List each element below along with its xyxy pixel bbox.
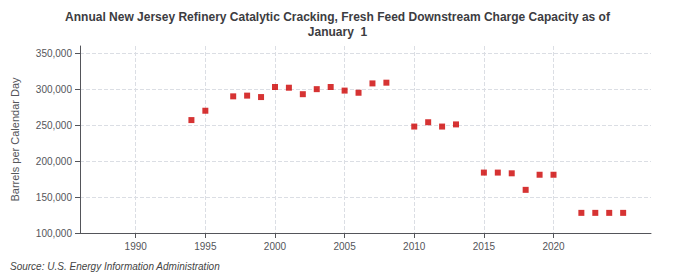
svg-text:2005: 2005 xyxy=(333,241,356,252)
svg-text:350,000: 350,000 xyxy=(36,48,73,59)
svg-text:300,000: 300,000 xyxy=(36,84,73,95)
svg-text:250,000: 250,000 xyxy=(36,120,73,131)
svg-text:150,000: 150,000 xyxy=(36,192,73,203)
svg-text:1990: 1990 xyxy=(125,241,148,252)
svg-text:2010: 2010 xyxy=(403,241,426,252)
svg-text:Source: U.S. Energy Informatio: Source: U.S. Energy Information Administ… xyxy=(10,261,220,272)
svg-text:2000: 2000 xyxy=(264,241,287,252)
svg-text:100,000: 100,000 xyxy=(36,228,73,239)
svg-text:2015: 2015 xyxy=(473,241,496,252)
svg-text:200,000: 200,000 xyxy=(36,156,73,167)
svg-text:Barrels per Calendar Day: Barrels per Calendar Day xyxy=(9,77,21,202)
svg-text:Annual New Jersey Refinery Cat: Annual New Jersey Refinery Catalytic Cra… xyxy=(65,10,611,24)
svg-text:2020: 2020 xyxy=(542,241,565,252)
svg-text:January 1: January 1 xyxy=(308,25,368,39)
svg-text:1995: 1995 xyxy=(194,241,217,252)
